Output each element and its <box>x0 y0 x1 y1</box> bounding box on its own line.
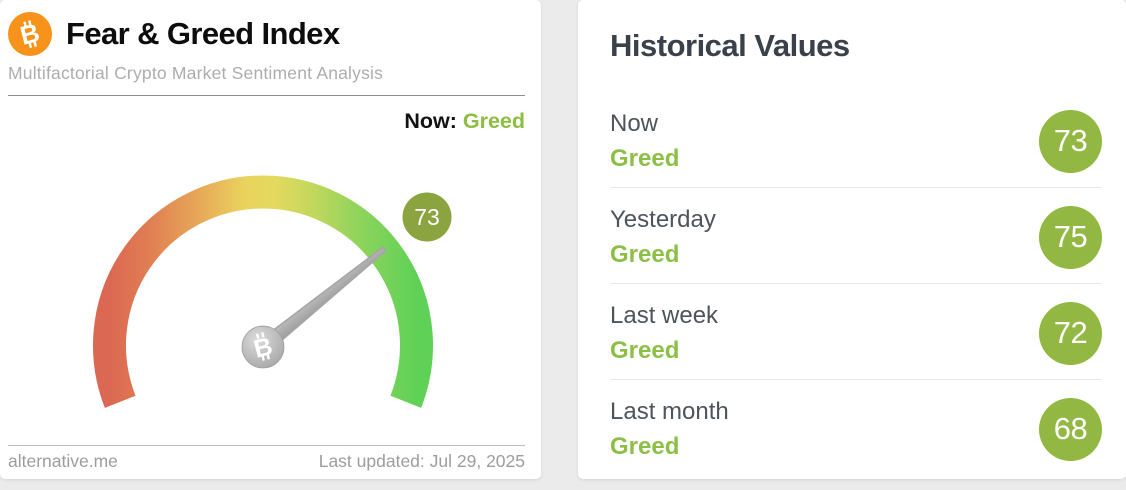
history-value-badge: 73 <box>1039 109 1102 173</box>
fear-greed-header: B Fear & Greed Index <box>0 0 541 56</box>
history-row-texts: Last month Greed <box>610 397 729 461</box>
history-classification: Greed <box>610 433 680 460</box>
gauge-value-badge <box>402 192 452 242</box>
source-link[interactable]: alternative.me <box>8 451 118 471</box>
bitcoin-glyph: B <box>251 332 275 364</box>
history-label: Yesterday <box>610 206 716 233</box>
now-label: Now: <box>404 109 457 133</box>
page-subtitle: Multifactorial Crypto Market Sentiment A… <box>8 63 384 83</box>
gauge-needle <box>248 246 387 362</box>
history-classification: Greed <box>610 145 680 172</box>
page-title: Fear & Greed Index <box>66 16 340 51</box>
gauge-arc <box>93 175 433 408</box>
fear-greed-index-card: B Fear & Greed Index Multifactorial Cryp… <box>0 0 541 479</box>
last-updated-text: Last updated: Jul 29, 2025 <box>318 451 525 471</box>
header-divider <box>8 95 525 96</box>
gauge-value-text: 73 <box>414 204 440 230</box>
history-row-last-month: Last month Greed 68 <box>610 380 1102 475</box>
gauge-needle-group <box>248 246 387 362</box>
bitcoin-icon: B <box>8 12 52 56</box>
history-row-yesterday: Yesterday Greed 75 <box>610 188 1102 284</box>
history-classification: Greed <box>610 337 680 364</box>
history-value-badge: 68 <box>1039 397 1102 461</box>
historical-values-list: Now Greed 73 Yesterday Greed 75 Last wee… <box>610 109 1102 475</box>
historical-values-card: Historical Values Now Greed 73 Yesterday… <box>578 0 1126 479</box>
history-label: Last month <box>610 398 729 425</box>
history-row-last-week: Last week Greed 72 <box>610 284 1102 380</box>
history-row-texts: Yesterday Greed <box>610 205 716 269</box>
gauge-hub <box>241 325 285 369</box>
history-label: Now <box>610 110 659 137</box>
history-label: Last week <box>610 302 719 329</box>
history-row-now: Now Greed 73 <box>610 109 1102 188</box>
card-footer: alternative.me Last updated: Jul 29, 202… <box>8 451 525 472</box>
history-row-texts: Last week Greed <box>610 301 718 365</box>
bitcoin-icon: B <box>251 332 275 364</box>
history-value-badge: 75 <box>1039 205 1102 269</box>
historical-values-title: Historical Values <box>610 28 850 63</box>
current-sentiment-line: Now: Greed <box>0 96 541 134</box>
footer-divider <box>8 445 525 446</box>
now-classification: Greed <box>462 109 525 133</box>
history-row-texts: Now Greed <box>610 109 679 173</box>
history-value-badge: 72 <box>1039 301 1102 365</box>
history-classification: Greed <box>610 241 680 268</box>
